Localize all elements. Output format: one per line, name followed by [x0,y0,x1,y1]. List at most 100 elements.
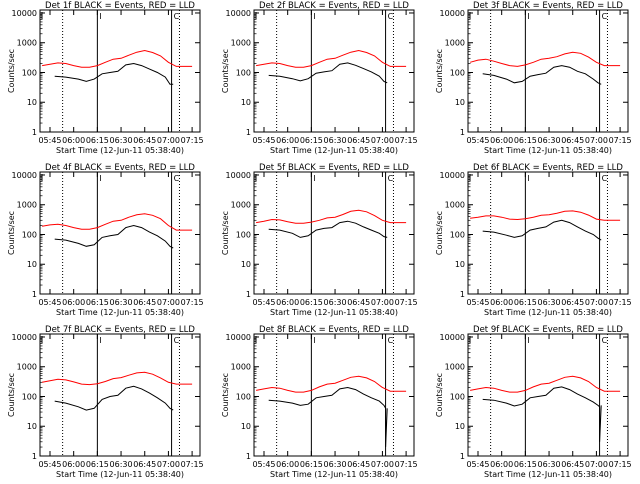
y-tick-label: 1 [460,128,465,137]
series-line-lld [256,49,407,68]
chart-panel-9: Det 9f BLACK = Events, RED = LLD 1 10 100 10… [435,325,632,479]
y-tick-label: 10 [241,260,251,269]
series-line-events [482,386,602,442]
x-tick-label: 07:00 [157,136,180,145]
y-axis-label: Counts/sec [221,211,230,255]
x-tick-label: 07:00 [585,460,608,469]
chart-title: Det 2f BLACK = Events, RED = LLD [259,1,409,11]
x-tick-label: 07:15 [395,136,418,145]
y-tick-label: 1 [460,290,465,299]
x-tick-label: 06:30 [324,298,347,307]
x-tick-label: 06:15 [86,136,109,145]
x-tick-label: 06:15 [300,136,323,145]
x-tick-label: 06:45 [133,136,156,145]
chart-title: Det 1f BLACK = Events, RED = LLD [45,1,195,11]
x-tick-label: 07:15 [395,460,418,469]
chart-title: Det 9f BLACK = Events, RED = LLD [473,325,623,335]
x-tick-label: 05:45 [466,298,489,307]
chart-title: Det 7f BLACK = Events, RED = LLD [45,325,195,335]
y-axis-label: Counts/sec [7,211,16,255]
plot-frame [467,333,629,457]
x-tick-label: 06:45 [133,460,156,469]
chart-title: Det 8f BLACK = Events, RED = LLD [259,325,409,335]
x-tick-label: 05:45 [252,298,275,307]
x-tick-label: 07:15 [609,136,632,145]
x-tick-label: 05:45 [38,460,61,469]
y-tick-label: 10000 [12,171,37,180]
x-tick-label: 06:45 [347,460,370,469]
x-tick-label: 06:15 [514,460,537,469]
x-tick-label: 06:30 [538,136,561,145]
marker-label: C [388,174,394,183]
plot-frame [39,9,201,133]
y-tick-label: 10000 [12,333,37,342]
y-tick-label: 100 [236,392,251,401]
y-tick-label: 10 [455,98,465,107]
series-line-lld [469,51,621,67]
plot-frame [253,9,415,133]
series-line-events [54,385,174,411]
series-line-events [268,386,388,448]
x-tick-label: 07:15 [609,460,632,469]
x-tick-label: 07:00 [371,460,394,469]
marker-label: I [99,336,101,345]
x-axis-label: Start Time (12-Jun-11 05:38:40) [270,146,398,155]
series-line-events [268,220,388,238]
y-tick-label: 10 [455,260,465,269]
y-tick-label: 100 [22,68,37,77]
y-tick-label: 1 [32,290,37,299]
y-tick-label: 100 [450,392,465,401]
y-tick-label: 1 [460,452,465,461]
x-tick-label: 06:15 [300,298,323,307]
series-line-events [482,219,602,241]
marker-label: C [174,12,180,21]
x-tick-label: 05:45 [38,136,61,145]
marker-label: I [99,12,101,21]
y-tick-label: 100 [22,392,37,401]
y-tick-label: 1000 [231,363,251,372]
y-tick-label: 1000 [17,39,37,48]
plot-frame [39,333,201,457]
x-axis-label: Start Time (12-Jun-11 05:38:40) [484,470,612,479]
x-tick-label: 06:00 [490,298,513,307]
x-tick-label: 06:45 [561,460,584,469]
marker-label: I [527,174,529,183]
marker-label: C [174,336,180,345]
marker-label: I [313,174,315,183]
chart-title: Det 4f BLACK = Events, RED = LLD [45,163,195,173]
y-tick-label: 1000 [231,39,251,48]
chart-title: Det 6f BLACK = Events, RED = LLD [473,163,623,173]
y-tick-label: 10 [27,260,37,269]
x-tick-label: 06:15 [514,298,537,307]
x-tick-label: 07:15 [395,298,418,307]
y-axis-label: Counts/sec [7,373,16,417]
x-tick-label: 06:00 [62,136,85,145]
chart-panel-1: Det 1f BLACK = Events, RED = LLD 1 10 100 10… [7,1,204,155]
y-tick-label: 100 [22,230,37,239]
y-axis-label: Counts/sec [435,211,444,255]
y-tick-label: 1 [32,128,37,137]
x-tick-label: 07:00 [157,460,180,469]
x-tick-label: 07:00 [585,136,608,145]
y-tick-label: 10 [27,422,37,431]
y-axis-label: Counts/sec [435,373,444,417]
y-tick-label: 10 [241,98,251,107]
marker-label: C [602,12,608,21]
chart-panel-4: Det 4f BLACK = Events, RED = LLD 1 10 100 10… [7,163,204,317]
x-tick-label: 05:45 [38,298,61,307]
y-tick-label: 10000 [226,171,251,180]
x-tick-label: 06:45 [347,136,370,145]
marker-label: I [313,12,315,21]
series-line-lld [42,213,193,231]
x-tick-label: 07:00 [585,298,608,307]
chart-panel-6: Det 6f BLACK = Events, RED = LLD 1 10 100 10… [435,163,632,317]
y-axis-label: Counts/sec [7,49,16,93]
y-tick-label: 1000 [231,201,251,210]
marker-label: I [99,174,101,183]
x-tick-label: 05:45 [466,460,489,469]
marker-label: C [388,336,394,345]
x-tick-label: 06:30 [110,298,133,307]
y-tick-label: 10000 [12,9,37,18]
y-tick-label: 10000 [226,333,251,342]
